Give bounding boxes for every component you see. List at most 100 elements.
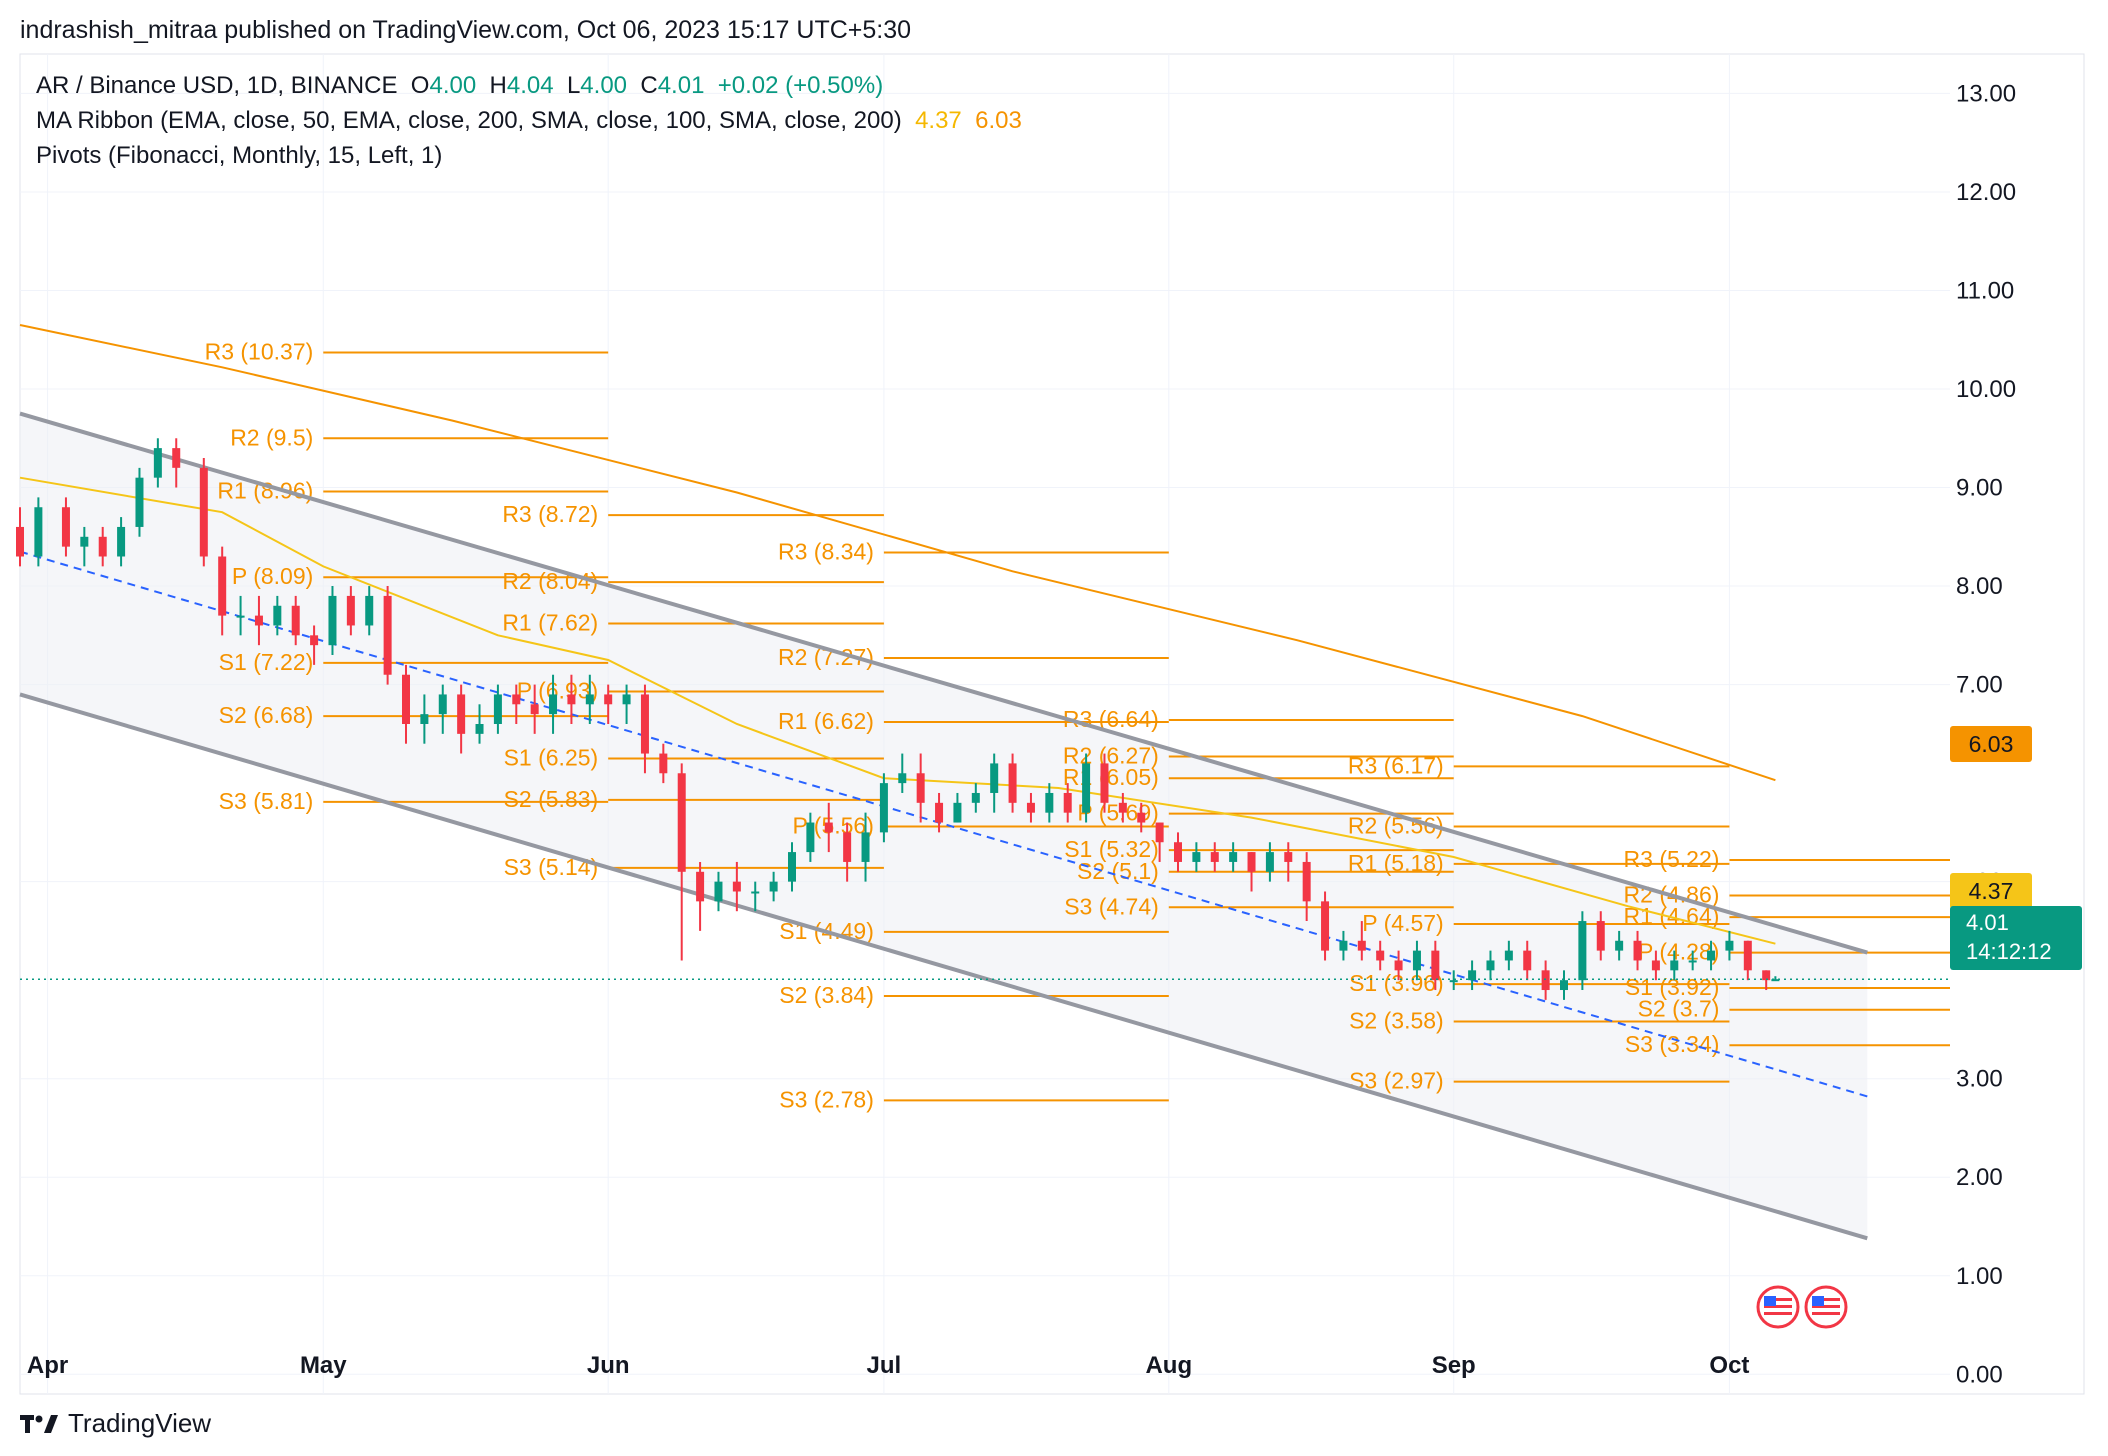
candle-body	[80, 536, 89, 547]
pivot-label: R1 (5.18)	[1348, 850, 1444, 876]
ma-ribbon-lines	[19, 324, 1776, 945]
candle-body	[346, 595, 355, 626]
candle	[659, 743, 668, 784]
close-label: C	[640, 72, 658, 99]
y-tick-label: 7.00	[1956, 672, 2003, 699]
candle-body	[1302, 861, 1311, 902]
candle	[254, 595, 263, 646]
pivot-label: R3 (6.17)	[1348, 752, 1444, 778]
ma-ribbon-value-1: 4.37	[915, 107, 962, 134]
candle	[438, 684, 447, 734]
candle-body	[879, 783, 888, 833]
candle-body	[1192, 852, 1201, 862]
candle	[879, 773, 888, 843]
candle	[328, 586, 337, 656]
candle-body	[1486, 960, 1495, 971]
candle	[953, 792, 962, 823]
candle	[824, 802, 833, 853]
legend-ma-row: MA Ribbon (EMA, close, 50, EMA, close, 2…	[36, 107, 1022, 135]
candle-body	[1339, 940, 1348, 951]
candle-body	[1541, 970, 1550, 991]
footer-brand[interactable]: TradingView	[20, 1408, 211, 1439]
candle-body	[135, 477, 144, 527]
candle-body	[1762, 970, 1771, 981]
pivot-label: P (5.56)	[792, 812, 873, 838]
candle-body	[530, 704, 539, 715]
candle-body	[953, 802, 962, 823]
candle	[898, 753, 907, 793]
symbol-name[interactable]: AR / Binance USD, 1D, BINANCE	[36, 72, 398, 99]
y-tick-label: 2.00	[1956, 1164, 2003, 1191]
open-label: O	[410, 72, 430, 99]
candle	[1026, 792, 1035, 823]
pivot-label: S1 (6.25)	[504, 744, 599, 770]
candle	[1449, 970, 1458, 991]
x-tick-label: May	[300, 1352, 347, 1379]
candle	[1265, 842, 1274, 882]
pivot-label: S1 (3.96)	[1349, 970, 1444, 996]
candle-body	[1725, 940, 1734, 951]
pivot-label: S1 (3.92)	[1625, 974, 1720, 1000]
candle-body	[291, 605, 300, 636]
candle-body	[585, 694, 594, 705]
pivot-label: P (4.28)	[1638, 939, 1719, 965]
candle	[861, 812, 870, 882]
candle	[1118, 792, 1127, 823]
pivot-label: R1 (6.05)	[1063, 764, 1159, 790]
candle-body	[1155, 822, 1164, 843]
candle-body	[1412, 950, 1421, 971]
candle-body	[1523, 950, 1532, 971]
candle	[493, 684, 502, 734]
candle-body	[1596, 921, 1605, 951]
candle-body	[732, 881, 741, 892]
candle-body	[34, 507, 43, 557]
candle	[1504, 940, 1513, 971]
candle	[1651, 950, 1660, 981]
candle-body	[935, 802, 944, 823]
candle-body	[861, 832, 870, 862]
candle	[172, 438, 181, 488]
pivot-label: S3 (2.78)	[779, 1086, 874, 1112]
candle-body	[1265, 852, 1274, 872]
pivots-label[interactable]: Pivots (Fibonacci, Monthly, 15, Left, 1)	[36, 142, 443, 169]
ema50-line	[19, 476, 1776, 945]
x-axis[interactable]: Apr May Jun Jul Aug Sep Oct	[27, 1352, 1750, 1379]
tradingview-logo-icon	[20, 1414, 58, 1433]
candle-body	[512, 694, 521, 705]
candle-body	[916, 773, 925, 803]
pivot-label: S2 (5.1)	[1077, 858, 1159, 884]
candle-body	[1670, 960, 1679, 971]
candle-body	[438, 694, 447, 715]
pivot-label: S3 (5.81)	[219, 788, 314, 814]
candle	[1431, 940, 1440, 991]
candle	[153, 438, 162, 488]
pivot-label: R3 (8.34)	[778, 539, 874, 565]
tradingview-brand-text: TradingView	[68, 1408, 212, 1438]
candle-body	[254, 615, 263, 626]
candle-body	[604, 694, 613, 705]
candle	[549, 674, 558, 734]
candle	[1596, 911, 1605, 961]
us-flag-icon[interactable]	[1756, 1285, 1800, 1329]
price-tag-ma50: 4.37	[1950, 873, 2032, 909]
candle-body	[1504, 950, 1513, 961]
candle-body	[493, 694, 502, 724]
channel-lines	[19, 411, 1868, 1241]
candle	[1339, 930, 1348, 961]
candle-body	[1118, 802, 1127, 813]
pivot-label: S1 (5.32)	[1064, 836, 1159, 862]
candle-body	[824, 822, 833, 833]
pivot-label: S3 (3.34)	[1625, 1031, 1720, 1057]
pivot-label: S3 (4.74)	[1064, 893, 1159, 919]
candle-body	[1468, 970, 1477, 981]
candle-body	[310, 635, 319, 646]
candle	[935, 792, 944, 833]
us-flag-icon[interactable]	[1804, 1285, 1848, 1329]
publisher-line: indrashish_mitraa published on TradingVi…	[20, 16, 912, 44]
candle-body	[751, 891, 760, 894]
candle-body	[898, 773, 907, 784]
ma-ribbon-label[interactable]: MA Ribbon (EMA, close, 50, EMA, close, 2…	[36, 107, 902, 134]
y-tick-label: 1.00	[1956, 1263, 2003, 1290]
candle-body	[1321, 901, 1330, 951]
